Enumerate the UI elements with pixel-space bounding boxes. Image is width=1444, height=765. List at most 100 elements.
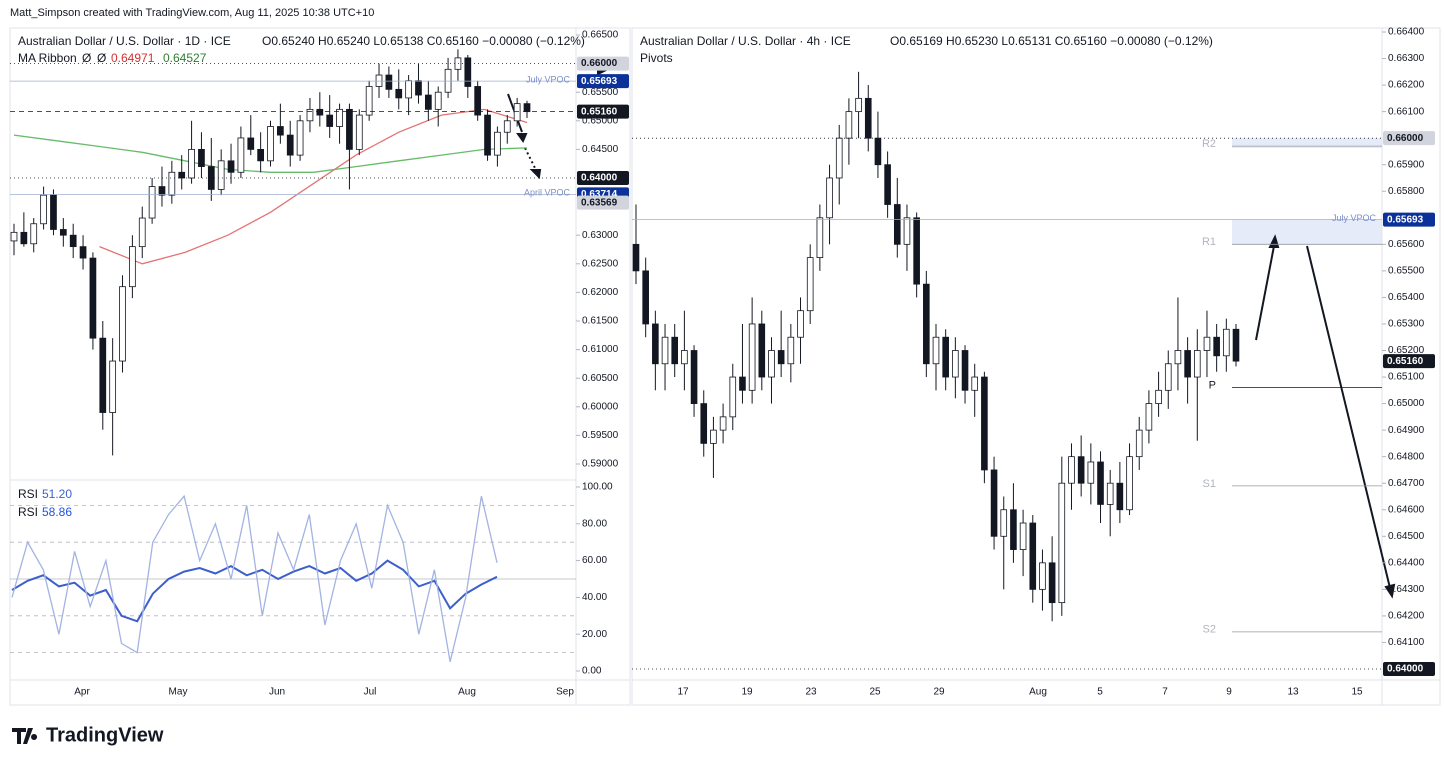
y-tick-label: 0.59500 bbox=[582, 430, 619, 441]
y-tick-label: 0.64500 bbox=[1388, 531, 1425, 542]
candle-body bbox=[306, 108, 314, 122]
candle-body bbox=[257, 148, 264, 162]
candle-body bbox=[1116, 482, 1124, 511]
arrow bbox=[524, 147, 537, 171]
candle-body bbox=[893, 204, 901, 245]
candle-body bbox=[1087, 461, 1095, 484]
y-tick-label: 40.00 bbox=[582, 592, 607, 603]
candle-body bbox=[952, 350, 959, 378]
y-tick-label: 0.59000 bbox=[582, 459, 619, 470]
arrow bbox=[1306, 245, 1391, 589]
series-line bbox=[99, 108, 528, 265]
candle-body bbox=[119, 286, 126, 362]
candle-body bbox=[1135, 429, 1143, 458]
candle-body bbox=[1106, 482, 1114, 505]
candle-body bbox=[1097, 461, 1104, 505]
candle-body bbox=[415, 80, 422, 96]
candle-body bbox=[864, 97, 872, 139]
y-tick-label: 0.66200 bbox=[1388, 80, 1425, 91]
rsi-legend: RSI bbox=[18, 487, 38, 501]
candle-body bbox=[826, 177, 833, 219]
price-badge-label: 0.66000 bbox=[1387, 133, 1424, 144]
candle-body bbox=[188, 148, 195, 179]
x-tick-label: Jul bbox=[364, 687, 377, 698]
candle-body bbox=[198, 148, 205, 167]
y-tick-label: 0.60500 bbox=[582, 373, 619, 384]
candle-body bbox=[346, 108, 353, 150]
candle-body bbox=[835, 137, 843, 179]
candle-body bbox=[247, 137, 255, 150]
level-name: July VPOC bbox=[526, 75, 571, 85]
candle-body bbox=[1203, 336, 1211, 351]
y-tick-label: 0.64300 bbox=[1388, 584, 1425, 595]
series-line bbox=[11, 494, 498, 662]
left-ohlc: O0.65240 H0.65240 L0.65138 C0.65160 −0.0… bbox=[262, 34, 585, 48]
candle-body bbox=[424, 94, 432, 110]
candle-body bbox=[1145, 403, 1153, 431]
candle-body bbox=[1048, 562, 1056, 604]
y-tick-label: 60.00 bbox=[582, 555, 607, 566]
x-tick-label: 5 bbox=[1097, 687, 1103, 698]
candle-body bbox=[816, 217, 824, 259]
candle-body bbox=[99, 337, 107, 413]
candle-body bbox=[748, 323, 756, 391]
y-tick-label: 0.61000 bbox=[582, 344, 619, 355]
candle-body bbox=[109, 360, 117, 413]
candle-body bbox=[484, 114, 491, 156]
left-title: Australian Dollar / U.S. Dollar · 1D · I… bbox=[18, 34, 231, 48]
price-badge-label: 0.64000 bbox=[581, 173, 618, 184]
candle-body bbox=[375, 74, 383, 87]
price-badge bbox=[577, 74, 629, 89]
candle-body bbox=[971, 376, 979, 391]
x-tick-label: Sep bbox=[556, 687, 574, 698]
candle-body bbox=[700, 403, 708, 444]
price-badge bbox=[577, 104, 629, 119]
candle-body bbox=[40, 194, 47, 225]
candle-body bbox=[89, 257, 97, 339]
candle-body bbox=[1184, 350, 1191, 378]
candle-body bbox=[739, 376, 746, 391]
rsi-value: 51.20 bbox=[42, 487, 72, 501]
x-tick-label: 9 bbox=[1226, 687, 1232, 698]
y-tick-label: 0.64800 bbox=[1388, 451, 1425, 462]
y-tick-label: 0.64900 bbox=[1388, 425, 1425, 436]
pivot-label: S1 bbox=[1203, 478, 1216, 490]
x-tick-label: 17 bbox=[677, 687, 689, 698]
price-badge-label: 0.65160 bbox=[581, 106, 618, 117]
x-tick-label: Apr bbox=[74, 687, 90, 698]
x-tick-label: May bbox=[169, 687, 188, 698]
candle-body bbox=[1039, 562, 1046, 590]
candle-body bbox=[20, 231, 28, 245]
y-tick-label: 0.66100 bbox=[1388, 106, 1425, 117]
level-name: July VPOC bbox=[1332, 213, 1377, 223]
pivot-label: S2 bbox=[1203, 624, 1216, 636]
candle-body bbox=[434, 91, 442, 110]
y-tick-label: 0.65900 bbox=[1388, 159, 1425, 170]
candle-body bbox=[178, 171, 186, 179]
x-tick-label: 19 bbox=[741, 687, 753, 698]
candle-body bbox=[168, 171, 176, 196]
pivots-legend: Pivots bbox=[640, 51, 673, 65]
candle-body bbox=[1164, 363, 1172, 391]
y-tick-label: 0.64200 bbox=[1388, 611, 1425, 622]
y-tick-label: 0.61500 bbox=[582, 316, 619, 327]
candle-body bbox=[494, 131, 501, 156]
price-badge bbox=[1383, 354, 1435, 369]
candle-body bbox=[69, 234, 77, 248]
candle-body bbox=[503, 120, 511, 133]
y-tick-label: 0.60000 bbox=[582, 401, 619, 412]
price-badge-label: 0.63569 bbox=[581, 197, 618, 208]
ma-input: Ø bbox=[97, 51, 106, 65]
price-badge-label: 0.65693 bbox=[581, 76, 618, 87]
price-badge bbox=[1383, 131, 1435, 146]
candle-body bbox=[1155, 389, 1162, 404]
candle-body bbox=[855, 97, 862, 113]
x-tick-label: Aug bbox=[458, 687, 476, 698]
candle-body bbox=[474, 86, 482, 116]
y-tick-label: 0.65100 bbox=[1388, 372, 1425, 383]
candle-body bbox=[1193, 350, 1201, 378]
r2-zone bbox=[1232, 138, 1382, 148]
candle-body bbox=[874, 137, 882, 166]
